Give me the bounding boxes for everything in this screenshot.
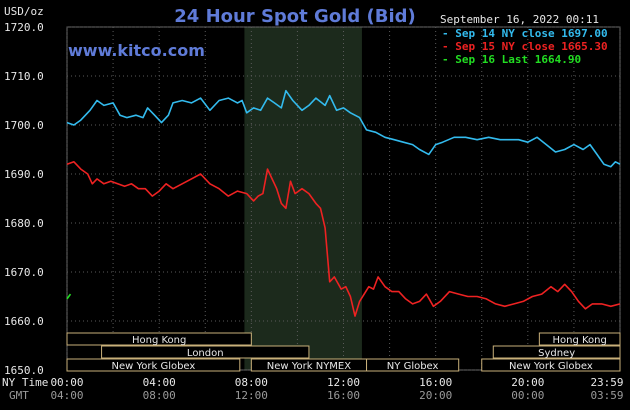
session-rect	[101, 345, 310, 359]
y-tick-label-7: 1720.0	[4, 21, 44, 34]
x-tick-ny-0: 00:00	[50, 376, 83, 389]
ny-time-label: NY Time	[2, 376, 48, 389]
legend: - Sep 14 NY close 1697.00 - Sep 15 NY cl…	[442, 27, 608, 66]
y-tick-label-1: 1660.0	[4, 315, 44, 328]
x-tick-ny-6: 23:59	[590, 376, 623, 389]
legend-entry-sep16: - Sep 16 Last 1664.90	[442, 53, 581, 66]
gmt-label: GMT	[9, 389, 29, 402]
legend-entry-sep14: - Sep 14 NY close 1697.00	[442, 27, 608, 40]
x-tick-ny-2: 08:00	[235, 376, 268, 389]
series-line-2	[66, 293, 72, 300]
timestamp: September 16, 2022 00:11	[440, 13, 599, 26]
series-lines	[66, 89, 621, 317]
x-tick-ny-3: 12:00	[327, 376, 360, 389]
session-label: NY Globex	[387, 361, 439, 372]
y-tick-label-4: 1690.0	[4, 168, 44, 181]
chart-title: 24 Hour Spot Gold (Bid)	[174, 6, 415, 27]
session-label: New York Globex	[111, 361, 195, 372]
session-rect	[538, 332, 621, 346]
x-tick-ny-5: 20:00	[511, 376, 544, 389]
x-tick-ny-4: 16:00	[419, 376, 452, 389]
session-rect	[66, 332, 252, 346]
x-tick-gmt-0: 04:00	[50, 389, 83, 402]
session-rect	[366, 358, 460, 372]
nymex-shaded-region	[244, 27, 362, 370]
y-tick-label-3: 1680.0	[4, 217, 44, 230]
session-box-3: Sydney	[492, 345, 621, 359]
session-label: Sydney	[538, 348, 575, 359]
session-label: London	[187, 348, 224, 359]
unit-label: USD/oz	[4, 5, 44, 18]
session-box-5: New York NYMEX	[250, 358, 368, 372]
y-axis-tick-labels: 1650.0 1660.0 1670.0 1680.0 1690.0 1700.0 1710…	[4, 21, 44, 377]
session-label: New York Globex	[509, 361, 593, 372]
session-rect	[492, 345, 621, 359]
x-tick-gmt-3: 16:00	[327, 389, 360, 402]
x-tick-gmt-2: 12:00	[235, 389, 268, 402]
session-label: New York NYMEX	[267, 361, 352, 372]
x-tick-gmt-6: 03:59	[590, 389, 623, 402]
session-box-7: New York Globex	[481, 358, 621, 372]
session-box-6: NY Globex	[366, 358, 460, 372]
x-tick-gmt-5: 00:00	[511, 389, 544, 402]
series-line-0	[66, 89, 621, 168]
legend-entry-sep15: - Sep 15 NY close 1665.30	[442, 40, 608, 53]
session-label: Hong Kong	[552, 335, 606, 346]
session-box-2: London	[101, 345, 310, 359]
session-box-1: Hong Kong	[538, 332, 621, 346]
x-axis-tick-labels: 00:0004:0004:0008:0008:0012:0012:0016:00…	[50, 376, 623, 402]
x-tick-gmt-4: 20:00	[419, 389, 452, 402]
session-box-0: Hong Kong	[66, 332, 252, 346]
website-label: www.kitco.com	[68, 41, 205, 60]
y-tick-label-6: 1710.0	[4, 70, 44, 83]
session-rect	[66, 358, 241, 372]
x-tick-ny-1: 04:00	[143, 376, 176, 389]
y-tick-label-0: 1650.0	[4, 364, 44, 377]
session-rect	[481, 358, 621, 372]
y-tick-label-2: 1670.0	[4, 266, 44, 279]
session-label: Hong Kong	[132, 335, 186, 346]
series-line-1	[66, 161, 621, 317]
y-tick-label-5: 1700.0	[4, 119, 44, 132]
x-tick-gmt-1: 08:00	[143, 389, 176, 402]
session-box-4: New York Globex	[66, 358, 241, 372]
